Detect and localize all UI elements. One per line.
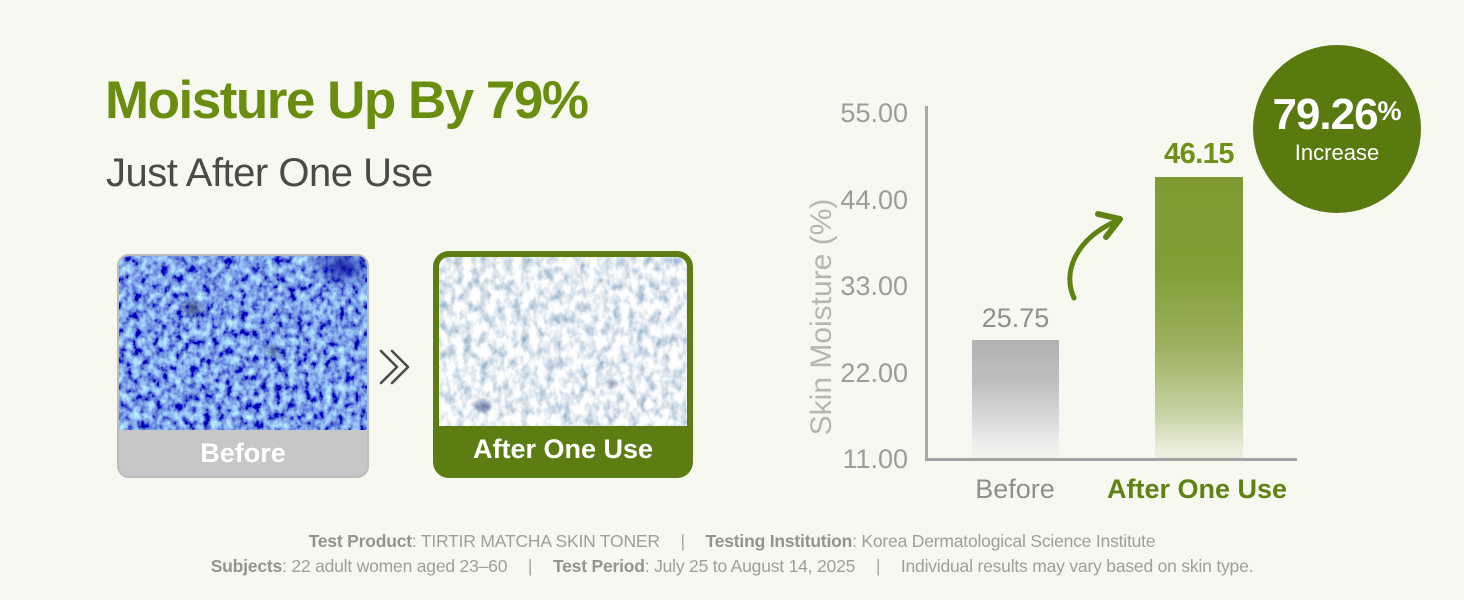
y-tick: 55.00 <box>840 98 908 128</box>
before-photo-card: Before <box>117 254 369 478</box>
increase-arrow-icon <box>1067 211 1123 301</box>
y-tick: 33.00 <box>840 271 908 301</box>
increase-percentage: 79.26% <box>1272 89 1402 139</box>
after-label: After One Use <box>439 426 687 472</box>
after-photo-card: After One Use <box>433 251 693 478</box>
bar-after <box>1155 177 1243 458</box>
separator: | <box>680 531 686 551</box>
before-microscope-image <box>119 256 367 430</box>
subheadline: Just After One Use <box>106 151 433 195</box>
x-label-before: Before <box>975 474 1055 504</box>
footnote-line-1: Test Product: TIRTIR MATCHA SKIN TONER |… <box>0 529 1464 554</box>
y-axis-line <box>925 106 928 460</box>
bar-value-before: 25.75 <box>981 303 1050 333</box>
test-details-footnote: Test Product: TIRTIR MATCHA SKIN TONER |… <box>0 529 1464 578</box>
percent-sign: % <box>1377 95 1402 126</box>
testing-institution: Testing Institution: Korea Dermatologica… <box>705 531 1156 551</box>
bar-before <box>972 340 1059 458</box>
increase-label: Increase <box>1294 139 1380 165</box>
separator: | <box>527 555 533 576</box>
x-label-after: After One Use <box>1107 474 1288 504</box>
before-label: Before <box>119 430 367 476</box>
bar-column-after: 46.15 <box>1155 138 1243 458</box>
test-product: Test Product: TIRTIR MATCHA SKIN TONER <box>308 531 660 551</box>
bar-value-after: 46.15 <box>1163 138 1235 170</box>
after-microscope-image <box>439 257 687 426</box>
y-axis-ticks: 55.00 44.00 33.00 22.00 11.00 <box>820 99 908 473</box>
disclaimer: Individual results may vary based on ski… <box>900 555 1254 576</box>
y-tick: 44.00 <box>840 184 908 215</box>
increase-badge: 79.26% Increase <box>1253 45 1421 213</box>
increase-value: 79.26 <box>1272 89 1378 139</box>
y-tick: 22.00 <box>840 357 908 388</box>
headline: Moisture Up By 79% <box>105 71 589 130</box>
bar-column-before: 25.75 <box>972 303 1059 458</box>
double-chevron-right-icon <box>376 346 416 388</box>
subjects: Subjects: 22 adult women aged 23–60 <box>210 555 508 576</box>
test-period: Test Period: July 25 to August 14, 2025 <box>552 555 856 576</box>
y-tick: 11.00 <box>842 444 908 474</box>
separator: | <box>875 555 881 576</box>
footnote-line-2: Subjects: 22 adult women aged 23–60 | Te… <box>0 554 1464 579</box>
x-axis-line <box>925 458 1297 461</box>
